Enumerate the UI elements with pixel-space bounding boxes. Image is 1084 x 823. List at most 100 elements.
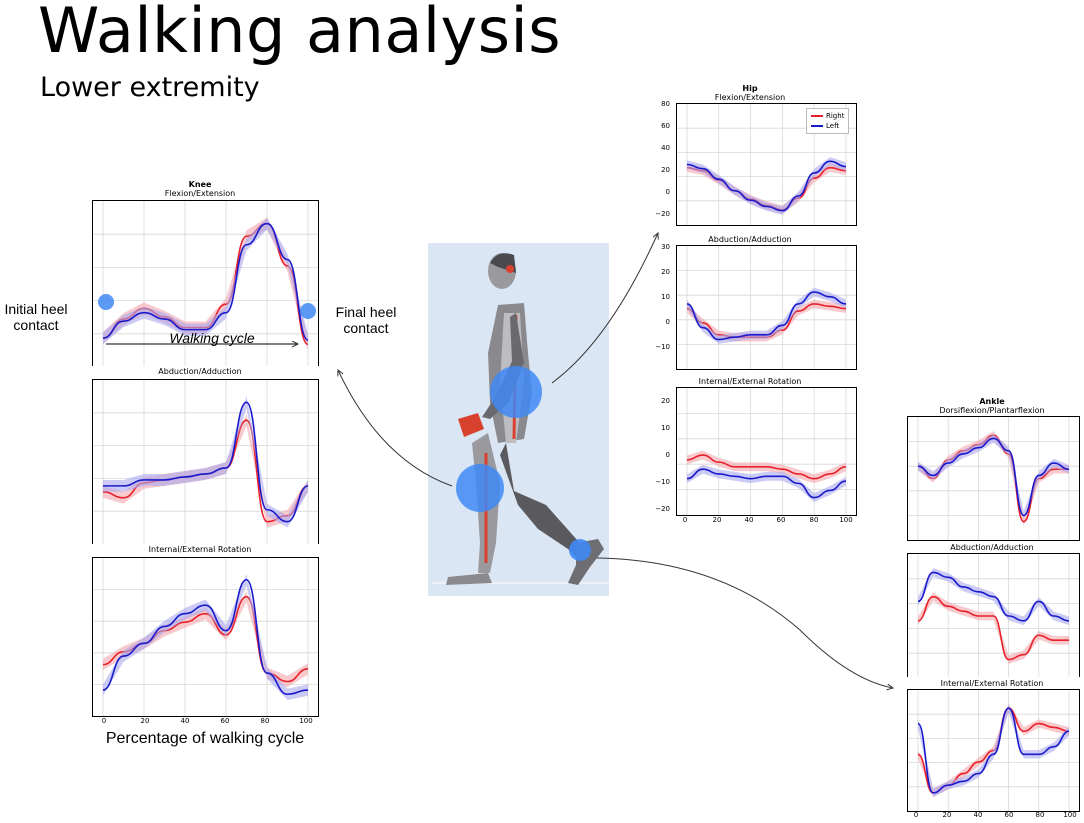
page-subtitle: Lower extremity [40,72,260,103]
plot-title: Abduction/Adduction [158,367,242,376]
legend-swatch-right [811,115,823,117]
x-tick-label: 20 [140,717,150,725]
right-series-line [686,454,847,480]
knee-joint-marker [456,464,504,512]
legend-label: Left [826,122,840,130]
right-series-line [917,595,1069,661]
hip-abduction-panel: Abduction/Adduction [640,233,860,375]
left-band [103,217,308,347]
page-title: Walking analysis [38,0,562,67]
knee-rotation-panel: Internal/External Rotation 0 20 40 60 80… [80,544,320,732]
knee-rotation-chart [93,558,318,716]
plot-title: Internal/External Rotation [698,377,802,386]
hip-joint-marker [490,366,542,418]
y-tick-label: 0 [665,188,670,196]
y-tick-label: 20 [661,397,670,405]
legend-item-left: Left [811,121,844,131]
x-tick-label: 0 [101,717,107,725]
y-tick-label: 30 [661,243,670,251]
walking-mannequin-illustration [432,253,609,585]
y-tick-label: 0 [665,318,670,326]
y-tick-label: 0 [665,451,670,459]
x-tick-label: 60 [776,516,786,524]
plot-frame [92,557,319,717]
y-tick-label: −20 [655,505,670,513]
left-series-line [102,578,309,696]
y-tick-label: −10 [655,478,670,486]
left-band [687,157,846,215]
final-heel-label: Final heel contact [335,304,397,336]
left-series-line [686,160,847,212]
y-tick-label: 10 [661,293,670,301]
knee-flexion-panel: Knee Flexion/Extension [80,180,320,372]
plot-title: Abduction/Adduction [708,235,792,244]
y-tick-label: 20 [661,268,670,276]
y-tick-label: 40 [661,144,670,152]
x-tick-label: 80 [809,516,819,524]
ankle-dorsiflexion-panel: Ankle Dorsiflexion/Plantarflexion [900,397,1084,545]
left-band [687,287,846,344]
x-tick-label: 40 [973,811,983,819]
x-tick-label: 0 [913,811,919,819]
left-series-line [917,571,1070,622]
y-tick-label: 60 [661,122,670,130]
plot-title: Abduction/Adduction [950,543,1034,552]
y-tick-label: −10 [655,343,670,351]
left-band [103,574,308,700]
right-band [918,431,1069,526]
knee-abduction-chart [93,380,318,544]
left-series-line [103,401,309,523]
plot-frame [907,416,1080,541]
x-tick-label: 100 [839,516,853,524]
right-series-line [917,434,1069,523]
ankle-rotation-chart [908,690,1079,811]
y-tick-label: 80 [661,100,670,108]
x-tick-label: 60 [220,717,230,725]
plot-frame [92,200,319,368]
plot-frame [676,245,857,370]
right-band [687,299,846,342]
x-tick-label: 80 [260,717,270,725]
plot-frame [676,387,857,516]
hip-rotation-chart [677,388,856,515]
initial-heel-label: Initial heel contact [4,301,68,333]
left-band [103,396,308,528]
left-band [687,464,846,502]
hip-abduction-chart [677,246,856,369]
x-axis-caption: Percentage of walking cycle [105,730,305,747]
knee-abduction-panel: Abduction/Adduction [80,366,320,550]
left-series-line [686,468,847,499]
x-tick-label: 0 [682,516,688,524]
y-tick-label: −20 [655,210,670,218]
plot-frame [907,689,1080,812]
x-tick-label: 100 [299,717,313,725]
x-tick-label: 80 [1035,811,1045,819]
plot-title: Internal/External Rotation [148,545,252,554]
walking-cycle-label: Walking cycle [169,330,255,346]
chart-legend: Right Left [806,108,850,134]
y-tick-label: 20 [661,166,670,174]
x-tick-label: 40 [180,717,190,725]
hip-flexion-panel: Hip Flexion/Extension Right Left [640,84,860,234]
plot-frame [92,379,319,545]
hip-flexion-chart [677,104,856,225]
left-series-line [917,437,1070,517]
plot-title: Dorsiflexion/Plantarflexion [939,406,1045,415]
ankle-connector-arrow [596,557,893,688]
x-tick-label: 60 [1004,811,1014,819]
hip-joint-title: Hip [742,84,758,93]
legend-item-right: Right [811,111,844,121]
plot-title: Flexion/Extension [714,93,786,102]
x-tick-label: 20 [712,516,722,524]
knee-flexion-chart [93,201,318,367]
left-series-line [917,707,1070,794]
ankle-joint-marker [569,539,591,561]
x-tick-label: 100 [1063,811,1077,819]
ankle-dorsiflexion-chart [908,417,1079,540]
ankle-rotation-panel: Internal/External Rotation 0 20 40 60 80… [900,677,1084,823]
legend-swatch-left [811,125,823,127]
x-tick-label: 20 [942,811,952,819]
knee-joint-title: Knee [188,180,212,189]
plot-title: Internal/External Rotation [940,679,1044,688]
walking-figure-panel [428,243,609,596]
